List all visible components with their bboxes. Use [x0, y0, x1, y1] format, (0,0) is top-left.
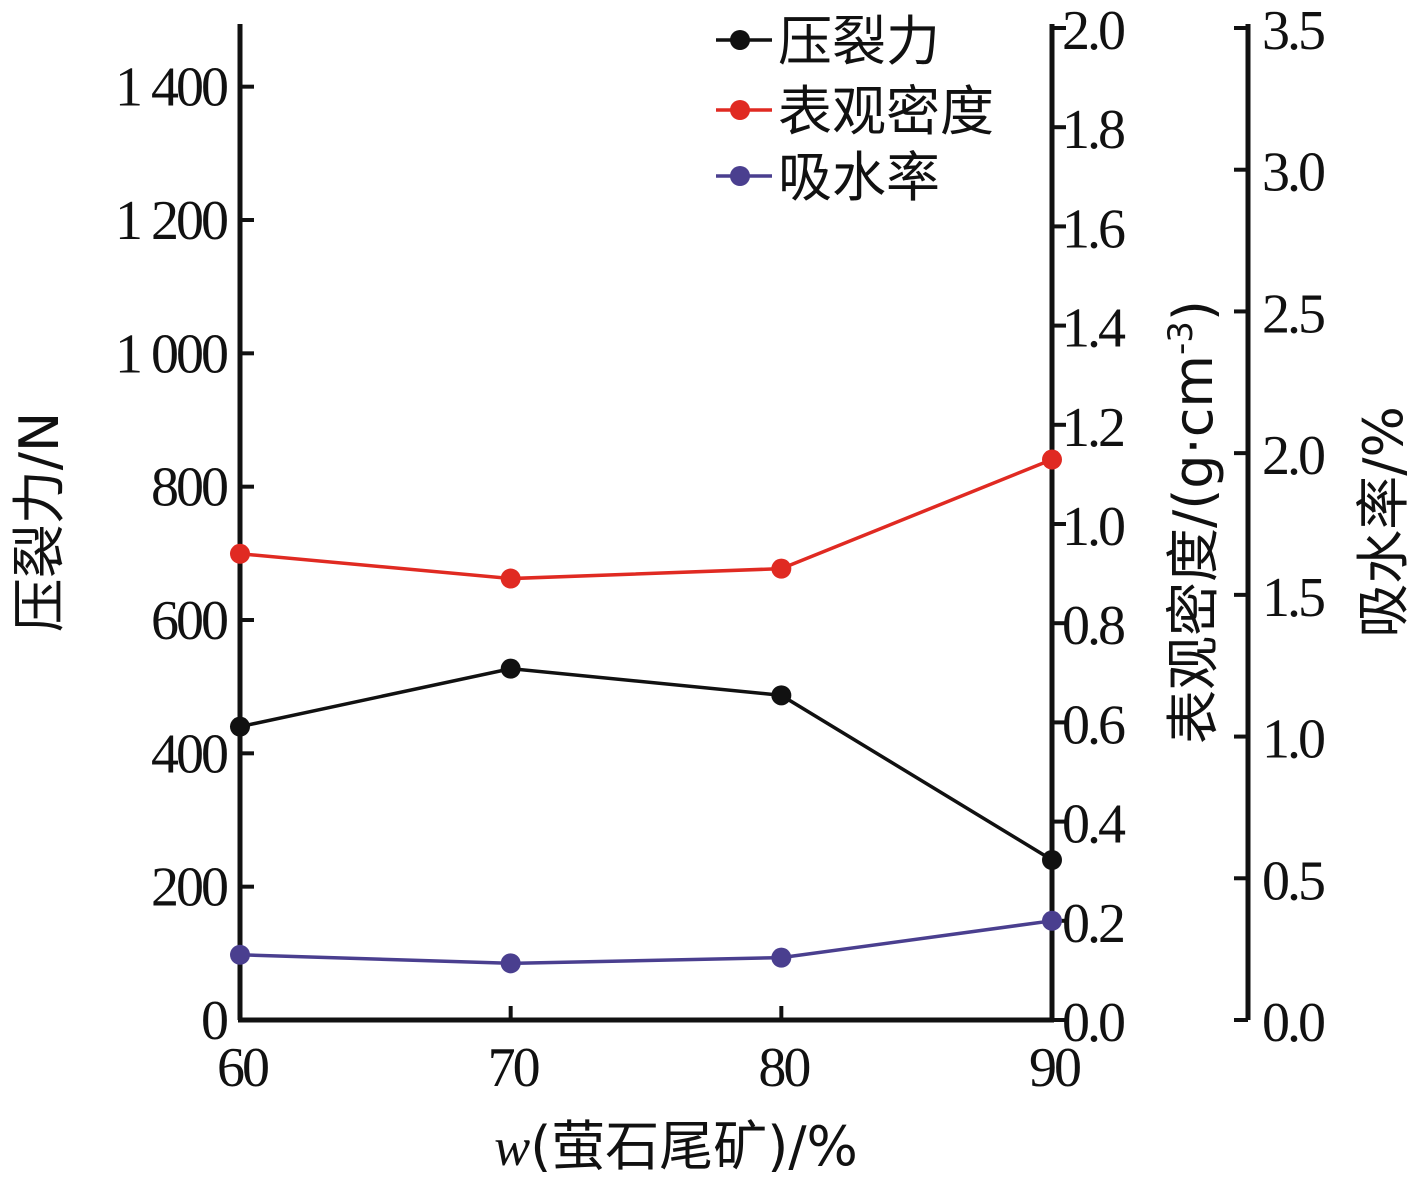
right2-axis-tick-label: 1.5 [1262, 567, 1324, 629]
right2-axis-tick-label: 3.0 [1262, 142, 1324, 204]
right2-axis-tick-label: 0.0 [1262, 992, 1324, 1054]
left-axis-tick-label: 600 [151, 590, 227, 652]
left-axis-tick-label: 200 [151, 857, 227, 919]
series-line [239, 666, 1053, 862]
legend-entry: 表观密度 [716, 80, 994, 143]
legend-marker [730, 166, 750, 186]
right1-axis-tick-label: 1.8 [1062, 99, 1124, 161]
legend-marker [730, 100, 750, 120]
right1-axis-title-end: ) [1162, 300, 1225, 321]
right1-axis-tick-label: 0.6 [1062, 694, 1125, 756]
right2-axis-title: 吸水率/% [1352, 406, 1415, 638]
right1-axis-title-sup: -3 [1161, 321, 1201, 355]
series-1 [230, 658, 1062, 870]
series-point [771, 558, 792, 579]
right2-axis-tick-label: 1.0 [1262, 709, 1324, 771]
right1-axis-tick-label: 0.4 [1062, 794, 1126, 856]
series-point [500, 568, 521, 589]
right1-axis-tick-label: 0.2 [1062, 893, 1123, 955]
series-line [239, 919, 1053, 966]
legend-label: 吸水率 [778, 146, 940, 209]
series-point [230, 716, 250, 737]
series-point [771, 685, 792, 706]
left-axis-tick-label: 1 000 [115, 323, 227, 385]
x-axis-title-rest: (萤石尾矿)/% [530, 1115, 858, 1178]
left-axis-tick-label: 1 200 [115, 190, 227, 252]
series-point [500, 658, 521, 679]
right1-axis-tick-label: 1.2 [1062, 397, 1123, 459]
left-axis-tick-label: 400 [151, 723, 227, 785]
right2-axis-tick-label: 2.0 [1262, 425, 1324, 487]
x-axis-title-italic: w [494, 1117, 530, 1177]
series-point [1042, 850, 1062, 870]
series-point [230, 944, 250, 965]
left-axis-tick-label: 1 400 [115, 57, 227, 119]
right1-axis-tick-label: 2.0 [1062, 0, 1124, 62]
x-axis-tick-label: 90 [1029, 1037, 1080, 1099]
legend-label: 表观密度 [778, 80, 994, 143]
x-axis-tick-label: 70 [488, 1037, 539, 1099]
left-axis-tick-label: 800 [151, 457, 227, 519]
right1-axis-tick-label: 1.4 [1062, 298, 1126, 360]
series-line [239, 457, 1053, 581]
legend-entry: 压裂力 [716, 10, 940, 73]
series-point [500, 953, 521, 974]
series-layer [230, 449, 1062, 974]
legend-entry: 吸水率 [716, 146, 940, 209]
series-point [771, 947, 792, 968]
series-3 [230, 910, 1062, 974]
right1-axis-title-main: 表观密度/(g·cm [1162, 355, 1225, 744]
right1-axis-tick-label: 0.8 [1062, 595, 1124, 657]
series-point [230, 543, 250, 564]
legend-label: 压裂力 [778, 10, 940, 73]
right1-axis-title: 表观密度/(g·cm-3) [1161, 300, 1225, 744]
right2-axis-tick-label: 3.5 [1262, 0, 1324, 62]
right2-axis-tick-label: 0.5 [1262, 850, 1324, 912]
x-axis-tick-label: 60 [217, 1037, 268, 1099]
right1-axis-tick-label: 1.6 [1062, 198, 1125, 260]
left-axis-tick-label: 0 [201, 990, 227, 1052]
left-axis-title: 压裂力/N [8, 412, 71, 633]
right1-axis-tick-label: 0.0 [1062, 992, 1124, 1054]
right2-axis-tick-label: 2.5 [1262, 283, 1324, 345]
series-2 [230, 449, 1062, 589]
series-point [1042, 910, 1062, 931]
right1-axis-tick-label: 1.0 [1062, 496, 1124, 558]
x-axis-tick-label: 80 [758, 1037, 809, 1099]
legend-marker [730, 30, 750, 50]
series-point [1042, 449, 1062, 470]
x-axis-title: w(萤石尾矿)/% [494, 1115, 858, 1178]
